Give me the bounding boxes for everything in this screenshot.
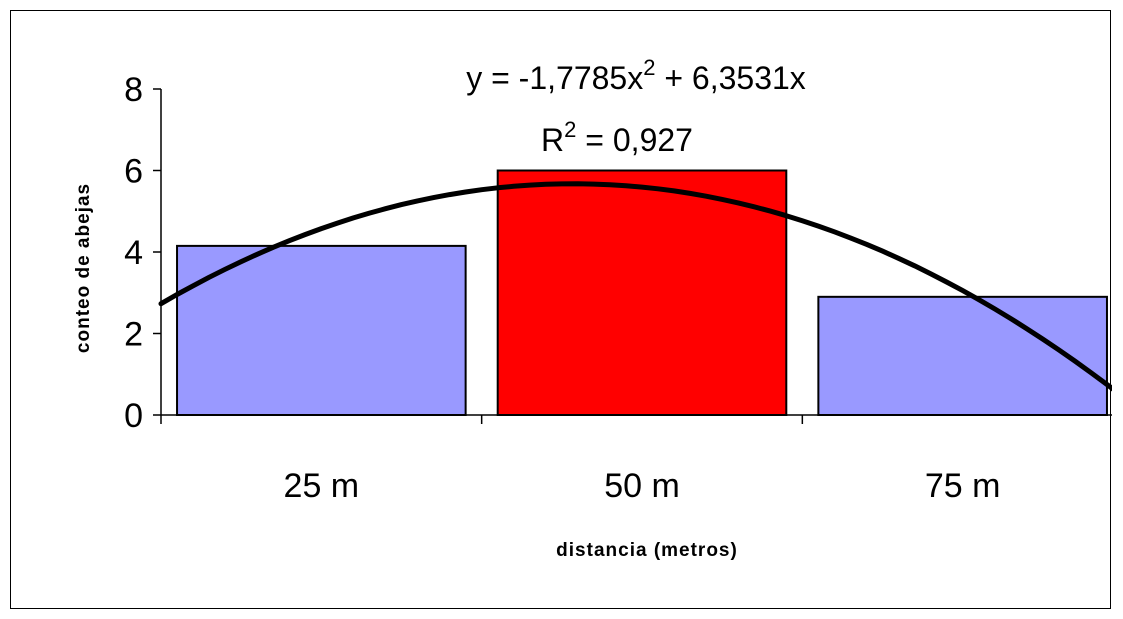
y-tick-label: 8 [124,71,143,109]
bars-layer [176,169,1108,417]
y-tick-label: 6 [124,153,143,191]
ticks-layer: 0 2 4 6 8 25 m 50 m 75 m [124,71,1001,505]
trendline [158,181,1112,392]
chart-frame: 0 2 4 6 8 25 m 50 m 75 m y = -1,7785x2 + 6,3531… [10,10,1112,609]
y-axis-title: conteo de abejas [73,183,94,353]
trend-layer [158,181,1112,392]
equation-exponent: 2 [643,55,655,80]
x-category-label: 75 m [925,467,1001,505]
y-tick-label: 4 [124,234,143,272]
x-axis-title: distancia (metros) [556,540,738,561]
bar-3 [817,295,1108,417]
y-tick-label: 2 [124,316,143,354]
bar-1 [176,244,467,416]
x-category-label: 25 m [284,467,360,505]
trendline-equation: y = -1,7785x2 + 6,3531x [466,55,806,96]
r-squared-label: R2 = 0,927 [541,117,693,158]
x-category-label: 50 m [604,467,680,505]
r-squared-exponent: 2 [564,117,576,142]
r-squared-lhs: R [541,122,564,158]
y-tick-label: 0 [124,397,143,435]
bar-2 [496,169,788,416]
equation-lhs: y = -1,7785x [466,60,643,96]
equation-rhs: + 6,3531x [655,60,805,96]
r-squared-rhs: = 0,927 [576,122,693,158]
